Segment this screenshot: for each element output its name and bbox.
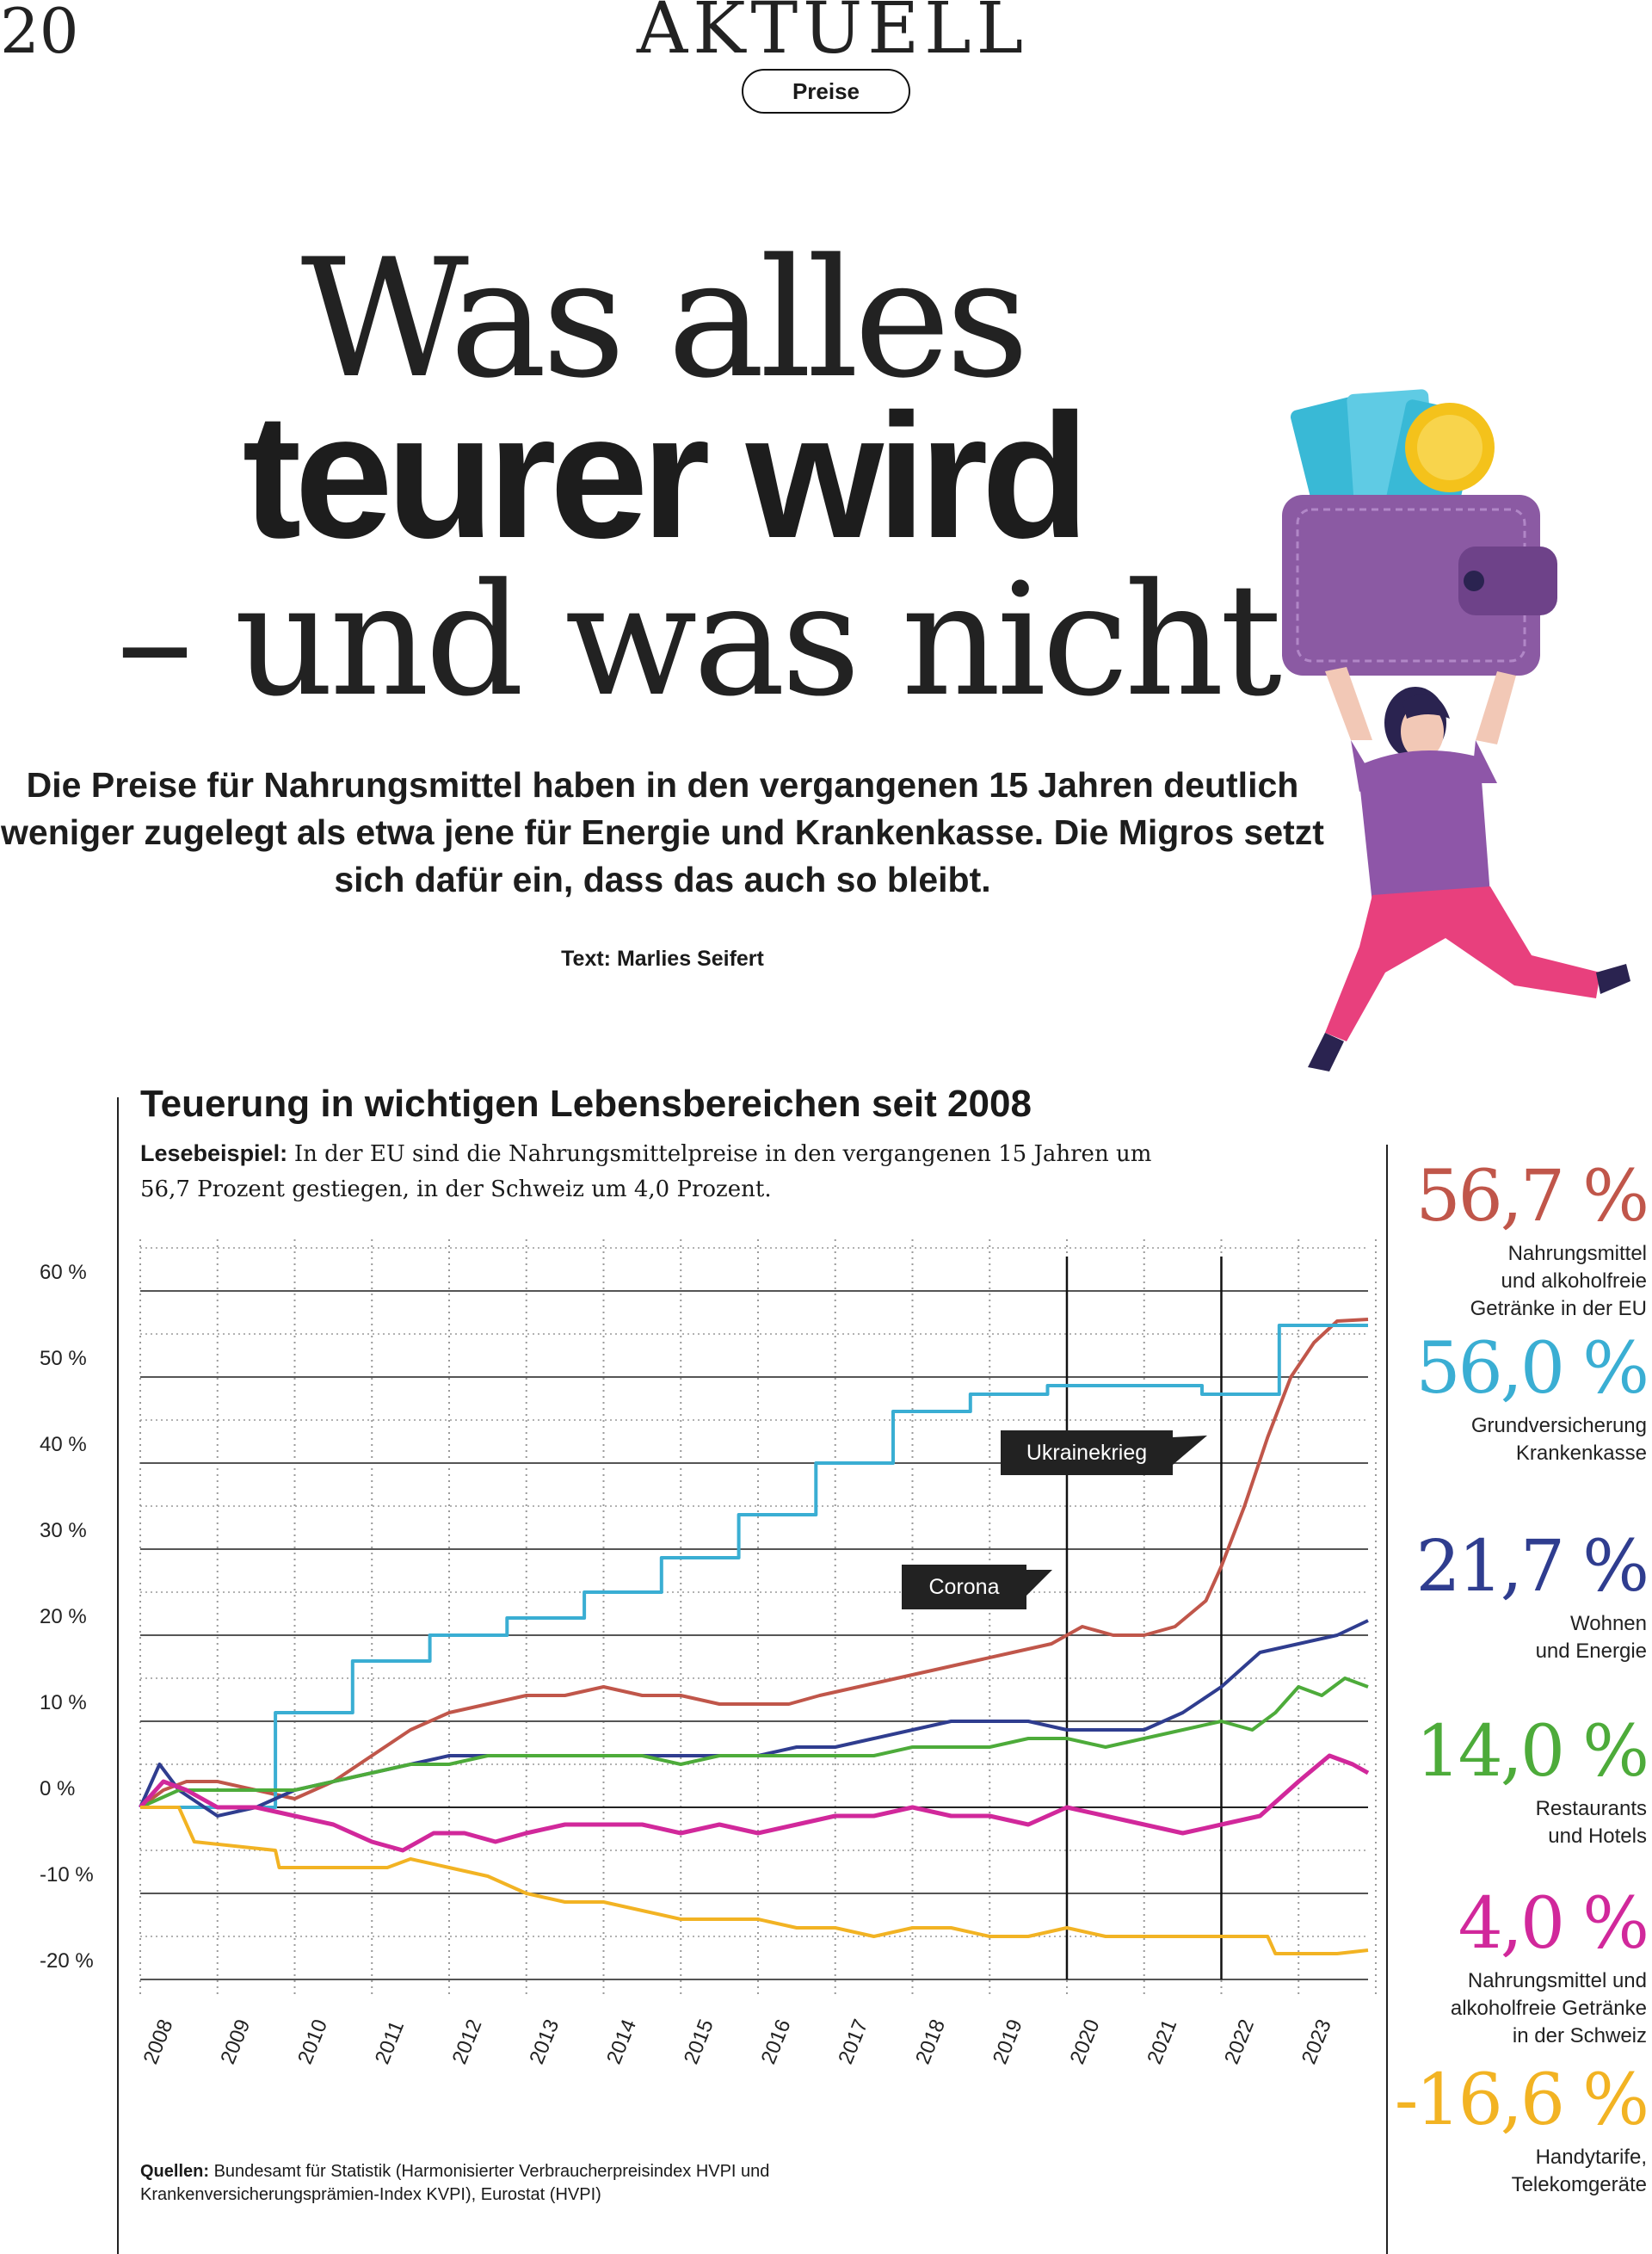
headline-line-1: Was alles	[300, 224, 1030, 414]
x-tick-label: 2018	[911, 2016, 950, 2068]
x-tick-label: 2020	[1066, 2016, 1105, 2068]
description-line: in der Schweiz	[1512, 2024, 1647, 2047]
y-tick-label: 20 %	[40, 1605, 87, 1628]
chart-sources: Quellen: Bundesamt für Statistik (Harmon…	[140, 2160, 915, 2207]
horizontal-gridlines	[140, 1247, 1368, 1980]
x-tick-label: 2015	[680, 2016, 718, 2068]
x-axis-labels: 2008 2009 2010 2011 2012 2013 2014 2015 2016 2017…	[139, 2016, 1336, 2068]
annotations: Ukrainekrieg Corona	[902, 1430, 1207, 1609]
final-value-description: Nahrungsmittel und alkoholfreie Getränke i…	[1354, 1240, 1647, 1323]
x-tick-label: 2023	[1298, 2016, 1336, 2068]
series-line	[139, 1677, 1369, 1809]
page-number: 20	[0, 0, 79, 67]
annotation-pointer	[1173, 1436, 1207, 1465]
x-tick-label: 2011	[371, 2017, 409, 2067]
x-tick-label: 2009	[216, 2016, 255, 2068]
description-line: Telekomgeräte	[1511, 2173, 1647, 2196]
x-tick-label: 2016	[757, 2016, 796, 2068]
series-line	[140, 1806, 1369, 1955]
y-tick-label: -10 %	[40, 1863, 94, 1887]
x-tick-label: 2008	[139, 2016, 178, 2068]
final-value-description: Handytarife, Telekomgeräte	[1354, 2144, 1647, 2199]
woman-holding-wallet-illustration	[1282, 389, 1630, 1071]
sources-label: Quellen:	[140, 2162, 210, 2181]
series-line	[140, 1324, 1368, 1809]
final-value: 56,7 %	[1415, 1156, 1649, 1238]
description-line: Wohnen	[1570, 1612, 1647, 1635]
data-series	[139, 1318, 1370, 1955]
y-axis-labels: 60 % 50 % 40 % 30 % 20 % 10 % 0 % -10 % -20 %	[40, 1261, 94, 1973]
description-line: und Energie	[1535, 1640, 1647, 1663]
series-line	[139, 1318, 1369, 1809]
final-value-block: 14,0 % Restaurants und Hotels	[1354, 1711, 1649, 1850]
headline-line-2: teurer wird	[242, 377, 1090, 575]
x-tick-label: 2019	[989, 2016, 1027, 2068]
event-lines	[1065, 1257, 1223, 1979]
description-line: Nahrungsmittel	[1507, 1242, 1647, 1265]
y-tick-label: 60 %	[40, 1261, 87, 1284]
inflation-line-chart: 60 % 50 % 40 % 30 % 20 % 10 % 0 % -10 % -20 % 20…	[40, 1097, 1388, 2254]
y-tick-label: 30 %	[40, 1519, 87, 1542]
description-line: Krankenkasse	[1515, 1442, 1647, 1465]
x-tick-label: 2017	[834, 2016, 872, 2068]
final-value-block: -16,6 % Handytarife, Telekomgeräte	[1354, 2059, 1649, 2199]
x-tick-label: 2012	[448, 2016, 487, 2068]
final-value: 56,0 %	[1415, 1328, 1649, 1410]
annotation-label: Corona	[929, 1575, 1000, 1599]
lede-paragraph: Die Preise für Nahrungsmittel haben in d…	[1, 765, 1324, 899]
y-tick-label: 10 %	[40, 1691, 87, 1714]
annotation-box	[902, 1565, 1026, 1609]
annotation-pointer	[1026, 1570, 1052, 1596]
final-value: 21,7 %	[1415, 1526, 1649, 1608]
description-line: Grundversicherung	[1470, 1414, 1647, 1437]
final-value: 14,0 %	[1415, 1711, 1649, 1793]
final-value-block: 21,7 % Wohnen und Energie	[1354, 1526, 1649, 1665]
woman-figure	[1308, 667, 1630, 1071]
section-title: AKTUELL	[637, 0, 1029, 70]
description-line: und alkoholfreie	[1501, 1269, 1647, 1293]
vertical-gridlines	[139, 1239, 1377, 1997]
final-value-block: 56,7 % Nahrungsmittel und alkoholfreie Getr…	[1354, 1156, 1649, 1323]
final-value-description: Wohnen und Energie	[1354, 1610, 1647, 1665]
description-line: Handytarife,	[1535, 2146, 1647, 2169]
y-tick-label: -20 %	[40, 1949, 94, 1973]
chart-title: Teuerung in wichtigen Lebensbereichen se…	[140, 1083, 1032, 1125]
x-tick-label: 2013	[525, 2016, 564, 2068]
section-tag: Preise	[742, 69, 910, 114]
byline: Text: Marlies Seifert	[561, 947, 764, 971]
description-line: und Hotels	[1548, 1825, 1647, 1848]
x-tick-label: 2021	[1143, 2016, 1181, 2068]
final-value-description: Grundversicherung Krankenkasse	[1354, 1412, 1647, 1467]
series-line	[139, 1753, 1370, 1853]
description-line: Nahrungsmittel und	[1467, 1969, 1647, 1992]
description-line: alkoholfreie Getränke	[1450, 1997, 1647, 2020]
annotation-label: Ukrainekrieg	[1026, 1441, 1147, 1465]
sources-text: Bundesamt für Statistik (Harmonisierter …	[140, 2162, 770, 2204]
final-value-description: Restaurants und Hotels	[1354, 1795, 1647, 1850]
x-tick-label: 2010	[293, 2016, 332, 2068]
final-value-description: Nahrungsmittel und alkoholfreie Getränke i…	[1354, 1967, 1647, 2050]
final-value: -16,6 %	[1394, 2059, 1649, 2141]
y-tick-label: 40 %	[40, 1433, 87, 1456]
x-tick-label: 2022	[1220, 2016, 1259, 2068]
y-tick-label: 50 %	[40, 1347, 87, 1370]
headline-line-3: – und was nicht	[115, 551, 1282, 731]
reading-example: Lesebeispiel: In der EU sind die Nahrung…	[140, 1136, 1190, 1207]
wallet-icon	[1282, 495, 1557, 676]
annotation-box	[1001, 1430, 1173, 1475]
x-tick-label: 2014	[602, 2016, 641, 2068]
y-tick-label: 0 %	[40, 1777, 75, 1800]
final-value-block: 56,0 % Grundversicherung Krankenkasse	[1354, 1328, 1649, 1467]
description-line: Getränke in der EU	[1470, 1297, 1647, 1320]
final-value-block: 4,0 % Nahrungsmittel und alkoholfreie Getr…	[1354, 1883, 1649, 2050]
description-line: Restaurants	[1535, 1797, 1647, 1820]
reading-example-label: Lesebeispiel:	[140, 1140, 288, 1166]
final-value: 4,0 %	[1458, 1883, 1649, 1965]
reading-example-text: In der EU sind die Nahrungsmittelpreise …	[140, 1141, 1152, 1202]
coin-icon	[1405, 403, 1495, 492]
